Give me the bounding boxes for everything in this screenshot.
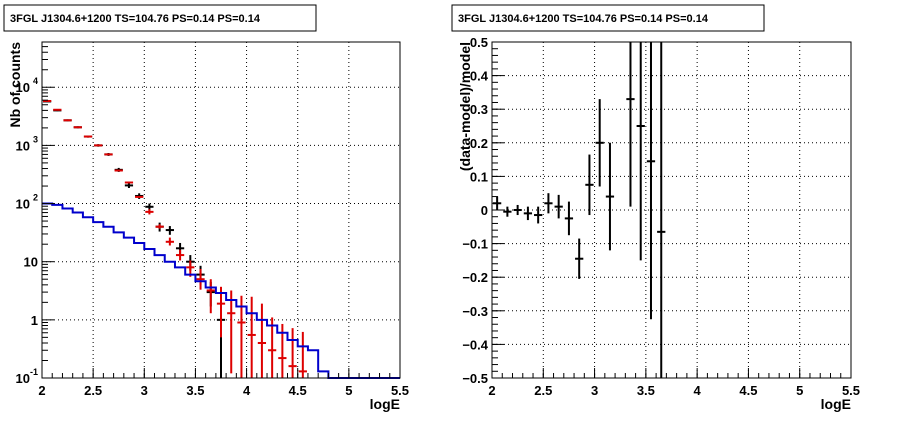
right-xtick-label: 2.5 (534, 383, 552, 398)
left-ytick-label: 10 (16, 138, 30, 153)
left-title: 3FGL J1304.6+1200 TS=104.76 PS=0.14 PS=0… (10, 13, 261, 25)
right-xtick-label: 4.5 (739, 383, 757, 398)
right-xtick-label: 5.5 (842, 383, 860, 398)
left-ytick-exponent: 3 (33, 134, 38, 144)
right-ytick-label: −0.2 (462, 270, 488, 285)
left-ytick-exponent: 4 (33, 76, 38, 86)
left-ytick-label: 10 (16, 80, 30, 95)
left-xtick-label: 2.5 (84, 383, 102, 398)
left-title-box (3, 4, 317, 32)
right-xtick-label: 3 (591, 383, 598, 398)
left-xtick-label: 4.5 (289, 383, 307, 398)
left-ylabel: Nb of counts (7, 42, 23, 128)
right-ytick-label: −0.5 (462, 371, 488, 386)
right-xtick-label: 3.5 (637, 383, 655, 398)
left-xtick-label: 2 (38, 383, 45, 398)
right-xtick-label: 4 (694, 383, 702, 398)
left-panel: 3FGL J1304.6+1200 TS=104.76 PS=0.14 PS=0… (3, 4, 409, 412)
right-ytick-label: −0.4 (462, 337, 488, 352)
left-grid (42, 42, 400, 378)
right-series (493, 42, 666, 378)
right-xtick-label: 2 (488, 383, 495, 398)
right-plot-frame (491, 41, 852, 379)
right-ytick-label: −0.1 (462, 237, 488, 252)
left-ytick-exponent: 2 (33, 193, 38, 203)
left-ytick-label: 10 (16, 371, 30, 386)
right-title-box (451, 4, 765, 32)
left-plot-frame (41, 41, 401, 379)
right-panel: 3FGL J1304.6+1200 TS=104.76 PS=0.14 PS=0… (451, 4, 860, 412)
left-model-step-line (42, 202, 400, 379)
right-xlabel: logE (821, 396, 851, 412)
right-grid (492, 42, 851, 378)
right-ytick-label: 0.5 (470, 35, 488, 50)
right-ytick-label: 0.3 (470, 102, 488, 117)
left-ytick-exponent: -1 (30, 367, 38, 377)
right-ytick-label: 0 (481, 203, 488, 218)
left-xtick-label: 5.5 (391, 383, 409, 398)
left-xtick-label: 4 (243, 383, 251, 398)
right-ytick-label: −0.3 (462, 304, 488, 319)
right-title: 3FGL J1304.6+1200 TS=104.76 PS=0.14 PS=0… (458, 13, 709, 25)
right-ytick-label: 0.4 (470, 69, 489, 84)
right-xtick-label: 5 (796, 383, 803, 398)
right-ticks: 2 2.5 3 3.5 4 4.5 5 5.5 −0.5 −0.4 −0.3 −0.2 −0.1 0 0.1… (462, 35, 860, 398)
left-xtick-label: 3 (141, 383, 148, 398)
left-series (42, 100, 400, 379)
left-xlabel: logE (370, 396, 400, 412)
left-xtick-label: 3.5 (186, 383, 204, 398)
left-xtick-label: 5 (345, 383, 352, 398)
right-ytick-label: 0.1 (470, 169, 488, 184)
right-ylabel: (data-model)/model (457, 42, 473, 171)
left-ytick-label: 10 (24, 255, 38, 270)
left-ytick-label: 1 (31, 313, 38, 328)
left-ytick-label: 10 (16, 197, 30, 212)
right-ytick-label: 0.2 (470, 136, 488, 151)
